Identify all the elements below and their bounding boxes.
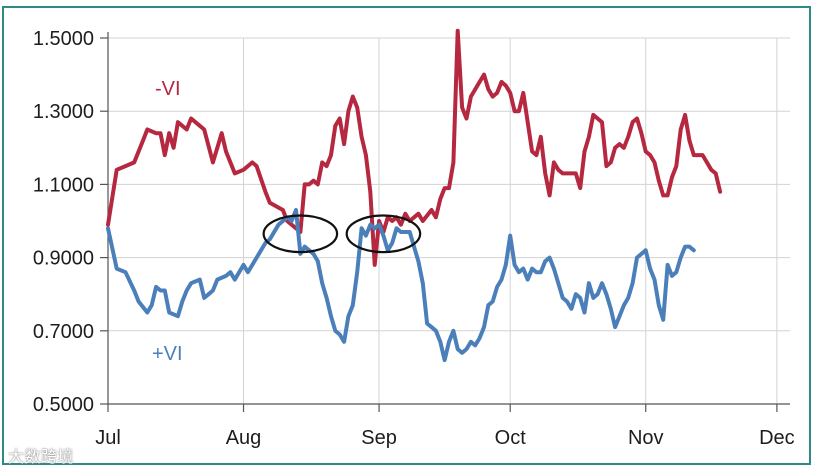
watermark: 大数跨境 xyxy=(8,447,75,466)
x-tick-label: Sep xyxy=(361,427,397,449)
x-tick-label: Aug xyxy=(226,427,262,449)
y-tick-label: 0.9000 xyxy=(33,248,94,270)
x-tick-label: Oct xyxy=(495,427,527,449)
x-tick-label: Dec xyxy=(759,427,795,449)
y-tick-label: 0.7000 xyxy=(33,321,94,343)
y-tick-label: 1.3000 xyxy=(33,101,94,123)
x-tick-label: Jul xyxy=(95,427,121,449)
axis-layer: 0.5000 0.7000 0.9000 1.1000 1.3000 1.5000 Jul A… xyxy=(33,28,795,449)
y-tick-label: 1.1000 xyxy=(33,174,94,196)
x-tick-label: Nov xyxy=(628,427,664,449)
annotation-layer xyxy=(262,214,422,254)
crossover-ellipse xyxy=(262,214,339,254)
label-layer: -VI +VI xyxy=(152,78,183,365)
series-line-minus-vi xyxy=(106,28,723,267)
series-line-plus-vi xyxy=(106,208,696,363)
series-label-plus-vi: +VI xyxy=(152,343,183,365)
chart-frame xyxy=(2,6,811,465)
series-label-minus-vi: -VI xyxy=(155,78,181,100)
y-tick-label: 1.5000 xyxy=(33,28,94,50)
series-layer xyxy=(106,28,723,363)
crossover-ellipse xyxy=(345,214,422,254)
y-tick-label: 0.5000 xyxy=(33,394,94,416)
